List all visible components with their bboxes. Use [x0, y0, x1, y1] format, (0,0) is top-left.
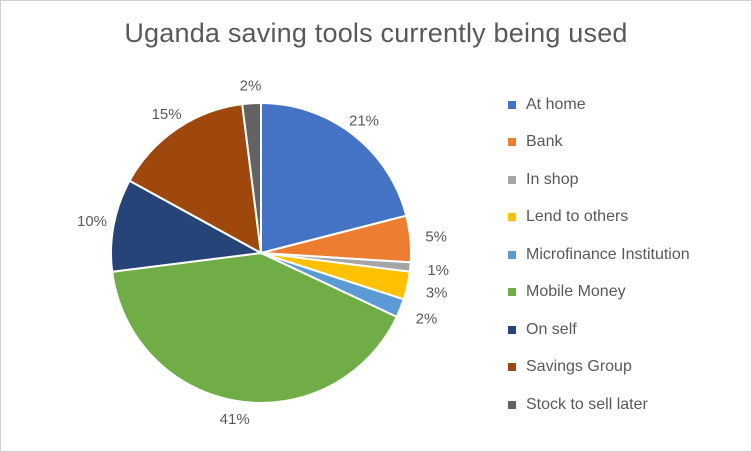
legend-swatch: [508, 288, 516, 297]
data-label-microfinance-institution: 2%: [416, 311, 438, 328]
legend-item: Lend to others: [508, 199, 690, 237]
chart-legend: At home Bank In shop Lend to others Microfin…: [508, 86, 690, 424]
legend-label: Microfinance Institution: [526, 245, 690, 263]
data-label-stock-to-sell-later: 2%: [240, 77, 262, 94]
legend-swatch: [508, 175, 516, 184]
data-label-in-shop: 1%: [427, 262, 449, 279]
pie-slice-mobile-money: [111, 251, 399, 404]
pie-slice-stock-to-sell-later: [241, 101, 262, 254]
legend-label: Mobile Money: [526, 283, 626, 301]
legend-swatch: [508, 100, 516, 109]
legend-item: Stock to sell later: [508, 386, 690, 424]
legend-item: Bank: [508, 124, 690, 162]
legend-label: Lend to others: [526, 208, 629, 226]
legend-swatch: [508, 213, 516, 222]
data-label-at-home: 21%: [349, 112, 379, 129]
legend-item: At home: [508, 86, 690, 124]
legend-item: Microfinance Institution: [508, 236, 690, 274]
legend-swatch: [508, 400, 516, 409]
legend-item: On self: [508, 311, 690, 349]
chart-title: Uganda saving tools currently being used: [124, 18, 628, 48]
data-label-bank: 5%: [425, 228, 447, 245]
legend-label: Stock to sell later: [526, 395, 648, 413]
legend-label: Savings Group: [526, 358, 632, 376]
pie-slice-at-home: [260, 101, 408, 255]
legend-swatch: [508, 363, 516, 372]
data-label-mobile-money: 41%: [220, 411, 250, 428]
legend-swatch: [508, 138, 516, 147]
legend-label: On self: [526, 320, 577, 338]
legend-item: Mobile Money: [508, 274, 690, 312]
legend-label: In shop: [526, 170, 579, 188]
data-label-lend-to-others: 3%: [426, 284, 448, 301]
data-label-on-self: 10%: [77, 213, 107, 230]
legend-item: In shop: [508, 161, 690, 199]
pie-slice-on-self: [109, 179, 265, 273]
legend-item: Savings Group: [508, 349, 690, 387]
legend-swatch: [508, 250, 516, 259]
legend-label: Bank: [526, 133, 563, 151]
legend-label: At home: [526, 95, 586, 113]
data-label-savings-group: 15%: [152, 106, 182, 123]
legend-swatch: [508, 325, 516, 334]
pie-slice-savings-group: [128, 103, 263, 255]
